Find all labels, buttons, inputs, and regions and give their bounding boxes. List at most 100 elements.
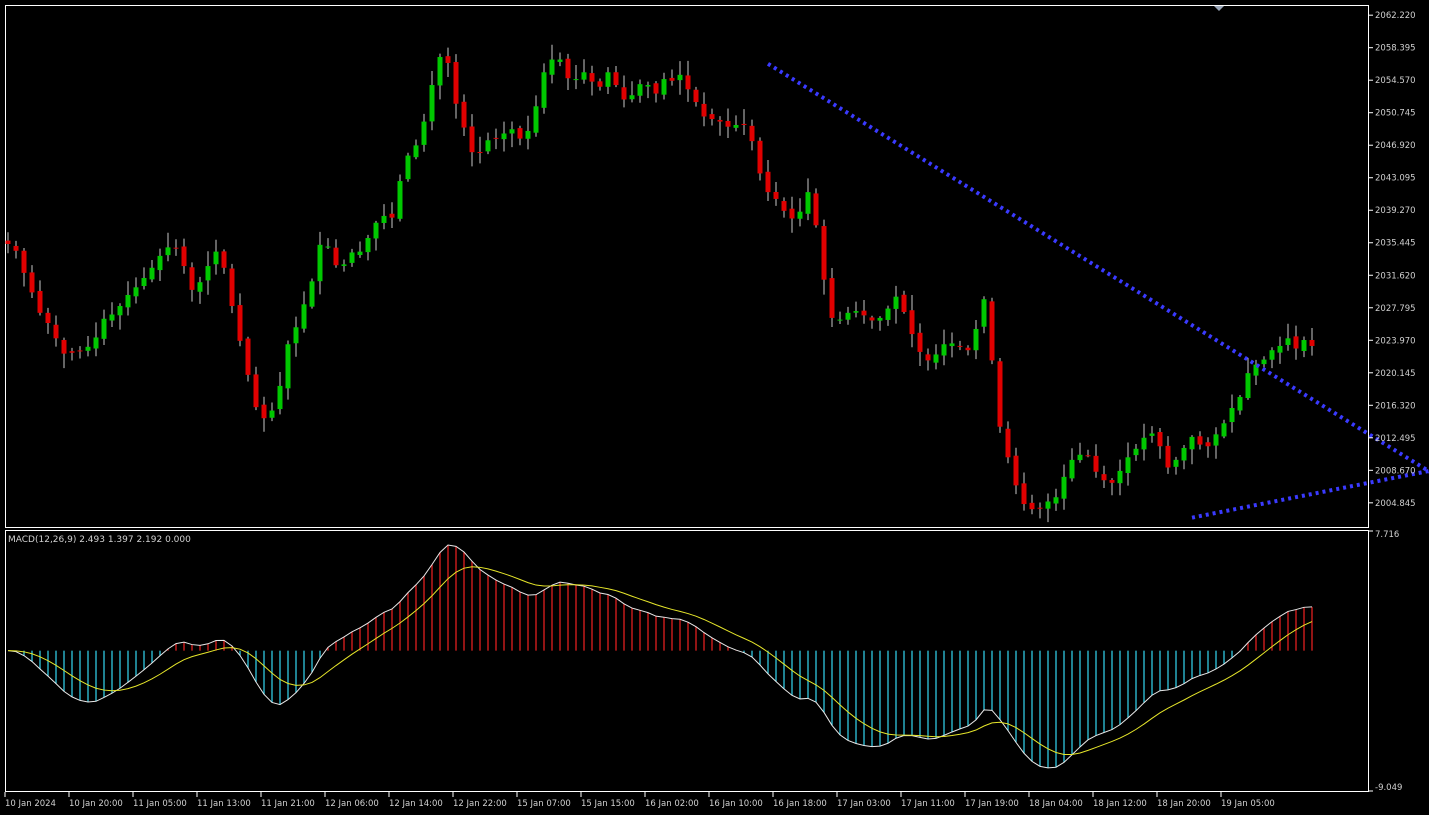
candle [869,317,875,321]
candle [149,267,155,280]
time-tick-label: 10 Jan 2024 [5,799,56,809]
candle [117,306,123,316]
candle [1285,338,1291,345]
time-tick-label: 12 Jan 14:00 [389,799,443,809]
candle [477,151,483,154]
candle [1221,423,1227,437]
candle [237,305,243,341]
candle [1101,474,1107,481]
time-tick-label: 16 Jan 18:00 [773,799,827,809]
candle [789,208,795,219]
candle [501,133,507,140]
candle [805,192,811,214]
candle [437,56,443,86]
candle [301,304,307,329]
candle [1005,428,1011,458]
candle [1293,336,1299,349]
time-tick-label: 17 Jan 03:00 [837,799,891,809]
time-axis: 10 Jan 2024 10 Jan 20:00 11 Jan 05:00 11 Ja… [4,792,1275,809]
price-tick-label: 2012.495 [1375,434,1416,444]
macd-pane[interactable] [5,530,1369,792]
candle [1253,364,1259,376]
time-tick-label: 18 Jan 12:00 [1093,799,1147,809]
time-tick-label: 11 Jan 21:00 [261,799,315,809]
candle [1053,497,1059,504]
candle [709,114,715,120]
candle [685,75,691,90]
candle [1045,501,1051,509]
candle [1237,396,1243,411]
chart-shift-marker-icon[interactable] [1214,6,1224,11]
time-tick-label: 15 Jan 07:00 [517,799,571,809]
candle [757,140,763,174]
candle [141,277,147,287]
candle [941,344,947,356]
candle [293,327,299,344]
candle [421,121,427,145]
candle [973,328,979,351]
candle [917,332,923,352]
candle [653,83,659,94]
candle [1269,350,1275,360]
candle [173,247,179,249]
time-tick-label: 16 Jan 10:00 [709,799,763,809]
time-tick-label: 12 Jan 06:00 [325,799,379,809]
candle [181,246,187,267]
candle [509,129,515,134]
candle [733,124,739,128]
candle [277,385,283,410]
candle [997,361,1003,427]
candle [877,317,883,321]
candle [61,339,67,354]
time-tick-label: 17 Jan 19:00 [965,799,1019,809]
candle [365,238,371,253]
price-pane[interactable] [5,5,1369,528]
candle [1037,507,1043,509]
candle [5,240,11,244]
candle [285,344,291,389]
time-tick-label: 19 Jan 05:00 [1221,799,1275,809]
candle [589,73,595,82]
candle [397,181,403,219]
candle [85,346,91,351]
candle [1213,434,1219,446]
candle [821,226,827,280]
price-tick-label: 2039.270 [1375,206,1416,216]
candle [701,103,707,117]
price-tick-label: 2050.745 [1375,109,1416,119]
candle [989,301,995,361]
time-tick-label: 15 Jan 15:00 [581,799,635,809]
trendline-drawing[interactable] [766,62,1429,488]
candle [109,314,115,321]
candle [77,350,83,352]
macd-signal-line [7,566,1313,756]
candle [813,193,819,226]
candle [1021,483,1027,505]
candle [485,140,491,152]
candle [45,312,51,324]
macd-histogram [15,545,1313,768]
candle [1229,408,1235,423]
candle [573,79,579,81]
candle [493,137,499,139]
candles-layer [5,44,1315,523]
candle [1109,480,1115,483]
candle [965,347,971,351]
candle [1301,340,1307,351]
candle [549,59,555,75]
candle [949,343,955,347]
candle [597,81,603,87]
candle [1149,433,1155,436]
price-tick-label: 2054.570 [1375,76,1416,86]
candle [1173,459,1179,467]
candle [461,101,467,128]
candle [29,272,35,293]
macd-line [7,544,1313,769]
candle [541,72,547,108]
price-tick-label: 2062.220 [1375,11,1416,21]
price-tick-label: 2020.145 [1375,369,1416,379]
candle [453,62,459,104]
candle [1061,476,1067,499]
candle [925,354,931,361]
